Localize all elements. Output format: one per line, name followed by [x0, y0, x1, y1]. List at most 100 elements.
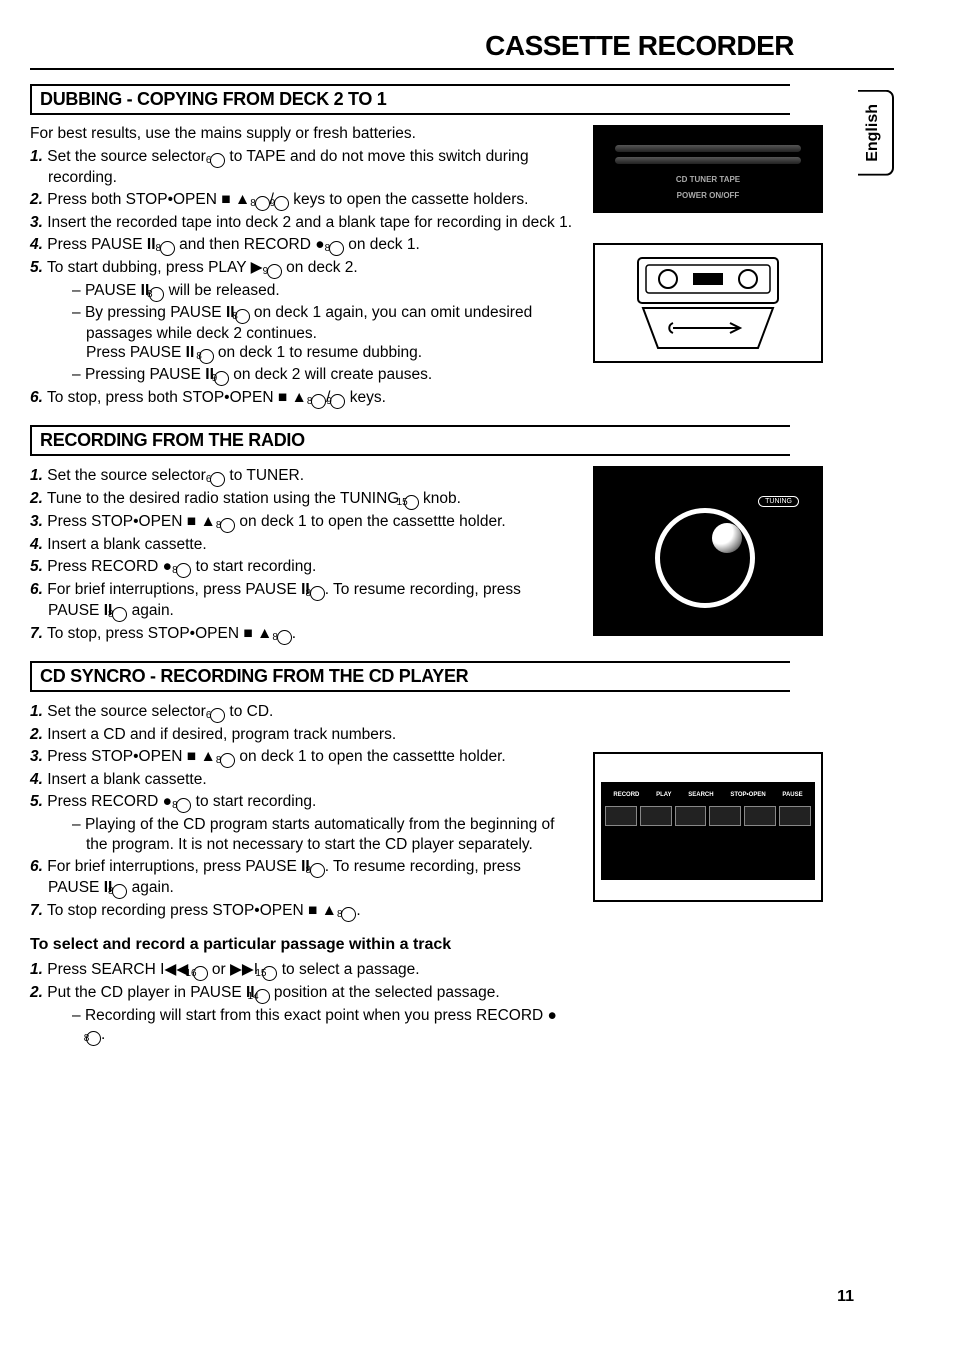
language-tab: English [858, 90, 894, 176]
ref-8-icon: 8 [220, 518, 235, 533]
ref-8-icon: 8 [341, 907, 356, 922]
pause-icon: II [186, 344, 195, 361]
fig-label: CD TUNER TAPE [595, 175, 821, 184]
divider [30, 68, 894, 70]
text: Press PAUSE [47, 236, 147, 253]
text: Press STOP•OPEN [47, 513, 187, 530]
ref-9-icon: 9 [274, 196, 289, 211]
stop-icon: ■ [187, 513, 196, 530]
fig-label: POWER ON/OFF [595, 191, 821, 200]
text: knob. [419, 490, 461, 507]
text: For brief interruptions, press PAUSE [47, 858, 301, 875]
text: To stop, press both STOP•OPEN [47, 389, 278, 406]
text: By pressing PAUSE [85, 304, 226, 321]
figure-tuning-knob: TUNING [593, 466, 823, 636]
text: To stop, press STOP•OPEN [47, 625, 243, 642]
text: keys. [345, 389, 385, 406]
record-icon: ● [163, 558, 172, 575]
passage-steps: 1. Press SEARCH I◀◀ 16 or ▶▶I 15 to sele… [30, 960, 575, 1047]
ref-8-icon: 8 [220, 753, 235, 768]
text: Insert a blank cassette. [47, 771, 206, 788]
fig-label: PLAY [656, 792, 671, 798]
stop-icon: ■ [187, 748, 196, 765]
text: on deck 1 to open the cassettte holder. [235, 513, 506, 530]
text: to CD. [225, 703, 273, 720]
ref-8-icon: 8 [329, 241, 344, 256]
eject-icon: ▲ [292, 389, 307, 406]
stop-icon: ■ [278, 389, 287, 406]
section-header-cd: CD SYNCRO - RECORDING FROM THE CD PLAYER [30, 661, 790, 692]
text: For brief interruptions, press PAUSE [47, 581, 301, 598]
section-header-radio: RECORDING FROM THE RADIO [30, 425, 790, 456]
page-number: 11 [837, 1288, 854, 1306]
figure-source-selector: CD TUNER TAPE POWER ON/OFF [593, 125, 823, 213]
ref-15-icon: 15 [404, 495, 419, 510]
text: Set the source selector [47, 467, 210, 484]
text: To start dubbing, press PLAY [47, 259, 251, 276]
ref-9-icon: 9 [267, 264, 282, 279]
text: Recording will start from this exact poi… [85, 1007, 548, 1024]
text: Insert the recorded tape into deck 2 and… [47, 214, 572, 231]
fig-label: TUNING [758, 496, 799, 507]
ref-8-icon: 8 [310, 863, 325, 878]
text: Playing of the CD program starts automat… [85, 816, 555, 853]
ref-8-icon: 8 [235, 309, 250, 324]
text: . [101, 1026, 105, 1043]
text: Insert a CD and if desired, program trac… [47, 726, 396, 743]
subheading-passage: To select and record a particular passag… [30, 936, 575, 954]
eject-icon: ▲ [257, 625, 272, 642]
text: to start recording. [191, 793, 316, 810]
text: keys to open the cassette holders. [289, 191, 529, 208]
text: on deck 2. [282, 259, 358, 276]
ref-8-icon: 8 [176, 798, 191, 813]
ref-8-icon: 8 [199, 349, 214, 364]
record-icon: ● [315, 236, 324, 253]
text: and then RECORD [175, 236, 315, 253]
text: To stop recording press STOP•OPEN [47, 902, 308, 919]
section-header-dubbing: DUBBING - COPYING FROM DECK 2 TO 1 [30, 84, 790, 115]
text: Press SEARCH [47, 961, 160, 978]
text: Press PAUSE [86, 344, 186, 361]
text: Press RECORD [47, 558, 162, 575]
text: . [356, 902, 360, 919]
ref-8-icon: 8 [86, 1031, 101, 1046]
ref-8-icon: 8 [277, 630, 292, 645]
pause-icon: II [147, 236, 156, 253]
ref-9-icon: 9 [214, 371, 229, 386]
figure-cassette-deck [593, 243, 823, 363]
text: to select a passage. [277, 961, 419, 978]
ref-15-icon: 15 [262, 966, 277, 981]
ref-6-icon: 6 [210, 708, 225, 723]
ref-14-icon: 14 [255, 989, 270, 1004]
ref-8-icon: 8 [176, 563, 191, 578]
text: Set the source selector [47, 703, 210, 720]
fig-label: SEARCH [688, 792, 713, 798]
text: Set the source selector [47, 148, 210, 165]
text: Press RECORD [47, 793, 162, 810]
text: Press STOP•OPEN [47, 748, 187, 765]
page-title: CASSETTE RECORDER [30, 30, 894, 62]
dubbing-steps: 1. Set the source selector 6 to TAPE and… [30, 147, 575, 409]
play-icon: ▶ [251, 259, 263, 276]
text: Press both STOP•OPEN [47, 191, 221, 208]
record-icon: ● [163, 793, 172, 810]
text: again. [127, 879, 174, 896]
ref-8-icon: 8 [112, 884, 127, 899]
text: on deck 1 to resume dubbing. [214, 344, 423, 361]
fig-label: RECORD [613, 792, 639, 798]
text: Insert a blank cassette. [47, 536, 206, 553]
record-icon: ● [548, 1007, 557, 1024]
ref-8-icon: 8 [149, 287, 164, 302]
eject-icon: ▲ [322, 902, 337, 919]
text: on deck 1 to open the cassettte holder. [235, 748, 506, 765]
ref-8-icon: 8 [112, 607, 127, 622]
fig-label: STOP•OPEN [730, 792, 765, 798]
text: to TUNER. [225, 467, 304, 484]
ref-6-icon: 6 [210, 153, 225, 168]
figure-deck-buttons: RECORD PLAY SEARCH STOP•OPEN PAUSE [593, 752, 823, 902]
radio-steps: 1. Set the source selector 6 to TUNER. 2… [30, 466, 575, 645]
text: again. [127, 602, 174, 619]
ref-8-icon: 8 [160, 241, 175, 256]
stop-icon: ■ [221, 191, 230, 208]
ref-8-icon: 8 [311, 394, 326, 409]
